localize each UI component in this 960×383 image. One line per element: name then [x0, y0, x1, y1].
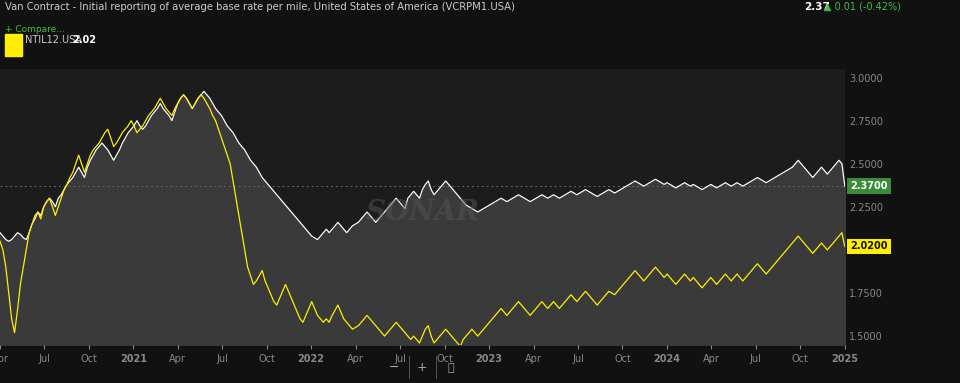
Text: +: +	[417, 361, 428, 374]
Text: 2.37: 2.37	[804, 2, 830, 12]
Text: 2.02: 2.02	[72, 35, 96, 45]
Text: 2.3700: 2.3700	[851, 181, 888, 191]
Text: NTIL12.USA: NTIL12.USA	[25, 35, 82, 45]
Text: 2.0200: 2.0200	[851, 241, 888, 252]
Text: ⛶: ⛶	[448, 363, 454, 373]
Text: ▲ 0.01 (-0.42%): ▲ 0.01 (-0.42%)	[824, 2, 900, 12]
Text: + Compare...: + Compare...	[5, 25, 64, 34]
Text: SONAR: SONAR	[366, 199, 479, 226]
Text: −: −	[389, 361, 398, 374]
Text: Van Contract - Initial reporting of average base rate per mile, United States of: Van Contract - Initial reporting of aver…	[5, 2, 515, 12]
